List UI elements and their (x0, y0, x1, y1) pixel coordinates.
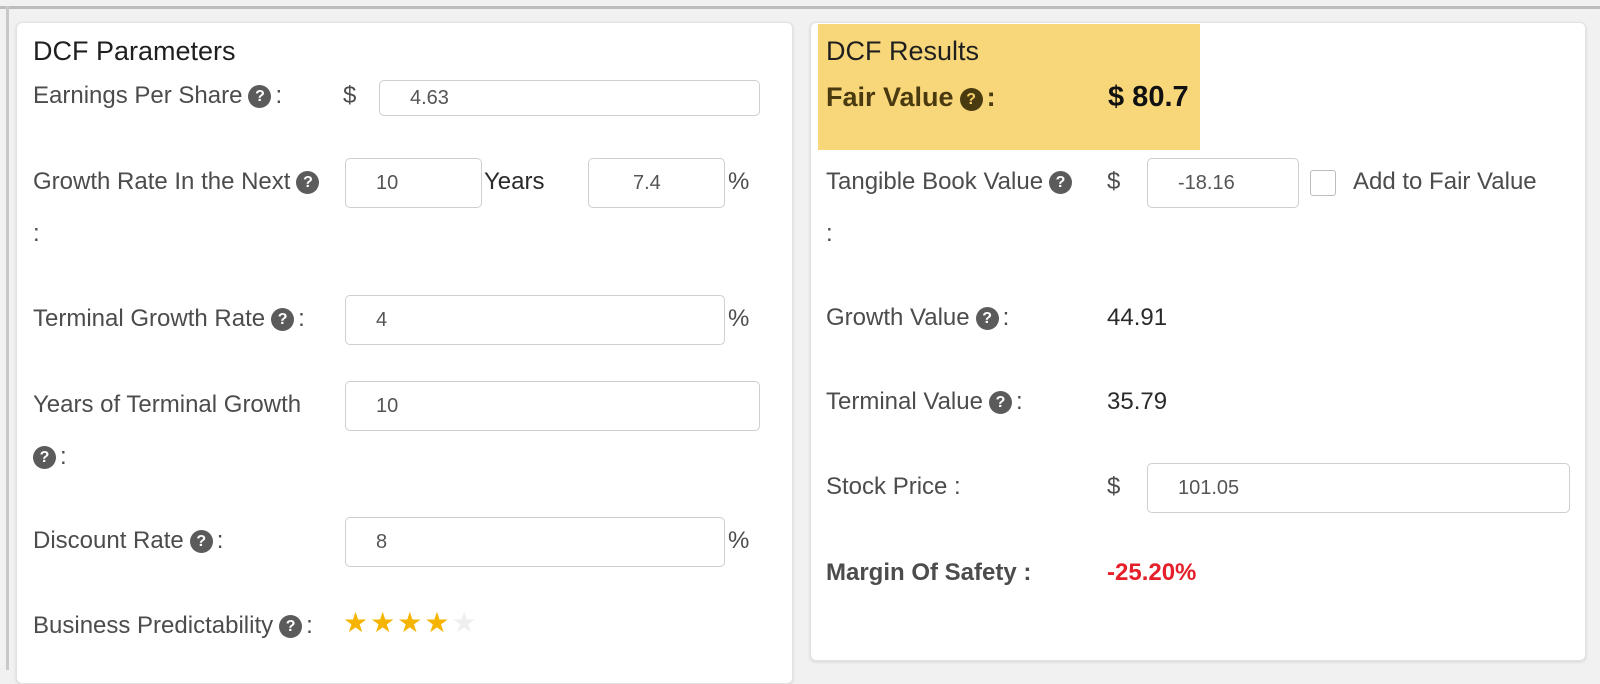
tbv-label-row: Tangible Book Value? (826, 168, 1076, 196)
star-empty-icon: ★ (451, 607, 479, 638)
fair-value-highlight (818, 24, 1200, 150)
add-to-fair-value-label[interactable]: Add to Fair Value (1353, 168, 1537, 195)
colon: : (1015, 388, 1023, 415)
help-icon[interactable]: ? (248, 85, 272, 108)
window-top-border (0, 6, 1600, 9)
years-terminal-help-row: ?: (33, 443, 67, 471)
terminal-value-label: Terminal Value (826, 388, 983, 415)
growth-value-label-row: Growth Value?: (826, 304, 1009, 332)
eps-unit: $ (343, 82, 357, 109)
eps-label-row: Earnings Per Share?: (33, 82, 282, 110)
years-terminal-input[interactable]: 10 (345, 381, 760, 431)
help-icon[interactable]: ? (279, 615, 303, 638)
tbv-unit: $ (1107, 168, 1121, 195)
help-icon[interactable]: ? (189, 530, 213, 553)
dcf-parameters-panel (16, 22, 793, 684)
growth-value: 44.91 (1107, 304, 1168, 331)
star-filled-icon: ★ (370, 607, 398, 638)
help-icon[interactable]: ? (296, 171, 320, 194)
help-icon[interactable]: ? (975, 307, 999, 330)
margin-of-safety-value: -25.20% (1107, 559, 1197, 586)
growth-value-label: Growth Value (826, 304, 970, 331)
help-icon[interactable]: ? (33, 446, 56, 469)
colon: : (986, 82, 996, 112)
add-to-fair-value-checkbox[interactable] (1310, 170, 1336, 196)
star-filled-icon: ★ (424, 607, 452, 638)
window-left-border (6, 6, 9, 670)
terminal-growth-unit: % (728, 305, 750, 332)
colon: : (298, 305, 305, 332)
colon: : (306, 612, 313, 639)
predictability-stars: ★★★★★ (343, 606, 479, 639)
terminal-growth-input[interactable]: 4 (345, 295, 725, 345)
years-terminal-label: Years of Terminal Growth (33, 391, 302, 418)
growth-label: Growth Rate In the Next (33, 168, 291, 195)
fair-value: $ 80.7 (1108, 81, 1189, 113)
colon: : (60, 443, 67, 470)
fair-value-label-row: Fair Value?: (826, 82, 996, 113)
stock-price-label: Stock Price : (826, 473, 961, 500)
margin-of-safety-label: Margin Of Safety : (826, 559, 1032, 586)
stock-price-unit: $ (1107, 473, 1121, 500)
dcf-parameters-title: DCF Parameters (33, 36, 236, 66)
growth-rate-input[interactable]: 7.4 (588, 158, 725, 208)
tbv-label-colon: : (826, 220, 833, 247)
growth-rate-unit: % (728, 168, 750, 195)
discount-label-row: Discount Rate?: (33, 527, 223, 555)
growth-years-unit: Years (484, 168, 545, 195)
star-filled-icon: ★ (343, 607, 371, 638)
colon: : (216, 527, 224, 554)
discount-input[interactable]: 8 (345, 517, 725, 567)
help-icon[interactable]: ? (988, 391, 1012, 414)
terminal-growth-label-row: Terminal Growth Rate?: (33, 305, 305, 333)
tbv-input[interactable]: -18.16 (1147, 158, 1299, 208)
fair-value-label: Fair Value (826, 82, 954, 112)
eps-label: Earnings Per Share (33, 82, 243, 109)
discount-unit: % (728, 527, 750, 554)
growth-years-input[interactable]: 10 (345, 158, 482, 208)
predictability-label-row: Business Predictability?: (33, 612, 313, 640)
terminal-value-label-row: Terminal Value?: (826, 388, 1023, 416)
predictability-label: Business Predictability (33, 612, 274, 639)
discount-label: Discount Rate (33, 527, 184, 554)
dcf-results-title: DCF Results (826, 36, 980, 66)
growth-label-colon: : (33, 220, 40, 247)
star-filled-icon: ★ (397, 607, 425, 638)
help-icon[interactable]: ? (959, 88, 983, 111)
tbv-label: Tangible Book Value (826, 168, 1044, 195)
colon: : (1002, 304, 1010, 331)
growth-label-row: Growth Rate In the Next? (33, 168, 323, 196)
help-icon[interactable]: ? (1049, 171, 1073, 194)
stock-price-input[interactable]: 101.05 (1147, 463, 1570, 513)
terminal-value: 35.79 (1107, 388, 1168, 415)
help-icon[interactable]: ? (271, 308, 295, 331)
terminal-growth-label: Terminal Growth Rate (33, 305, 266, 332)
eps-input[interactable]: 4.63 (379, 80, 760, 116)
colon: : (275, 82, 283, 109)
